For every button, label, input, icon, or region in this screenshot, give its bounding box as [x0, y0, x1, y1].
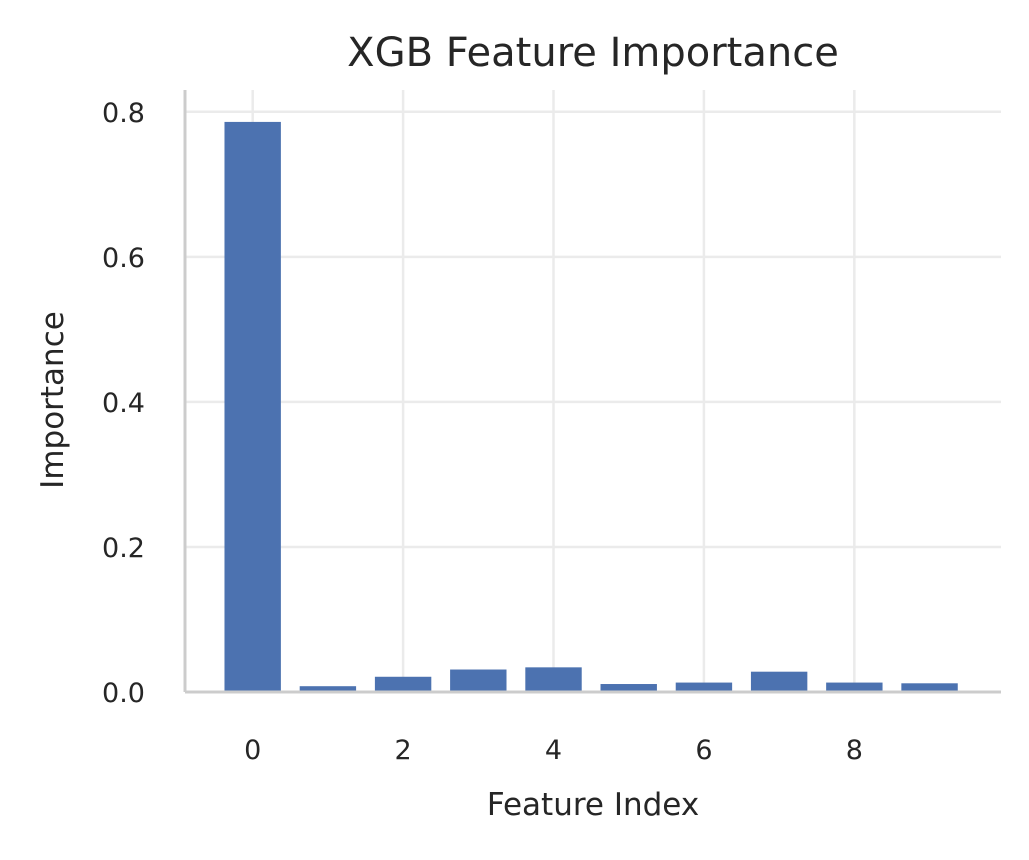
y-tick-label: 0.2: [102, 533, 145, 564]
x-tick-label: 4: [545, 735, 562, 766]
x-tick-label: 6: [695, 735, 712, 766]
grid-lines: [185, 90, 1001, 694]
x-tick-label: 0: [244, 735, 261, 766]
axes-spines: [183, 90, 1001, 694]
bar-feature-6: [675, 682, 733, 692]
bar-feature-1: [299, 686, 357, 692]
bar-feature-5: [600, 684, 657, 692]
bar-feature-2: [374, 676, 432, 692]
y-tick-label: 0.4: [102, 388, 145, 419]
x-axis-ticks: 0 2 4 6 8: [244, 735, 863, 766]
bar-feature-7: [750, 671, 808, 692]
y-tick-label: 0.0: [102, 678, 145, 709]
bars: [224, 121, 958, 692]
bar-feature-0: [224, 121, 281, 692]
y-tick-label: 0.6: [102, 243, 145, 274]
chart-title: XGB Feature Importance: [347, 30, 839, 76]
bar-feature-8: [826, 682, 883, 692]
x-tick-label: 2: [395, 735, 412, 766]
x-tick-label: 8: [846, 735, 863, 766]
bar-feature-3: [450, 669, 507, 692]
y-axis-label: Importance: [35, 311, 71, 489]
y-tick-label: 0.8: [102, 98, 145, 129]
bar-feature-4: [525, 667, 582, 692]
x-axis-label: Feature Index: [487, 787, 699, 823]
bar-feature-9: [901, 683, 958, 692]
y-axis-ticks: 0.0 0.2 0.4 0.6 0.8: [102, 98, 145, 709]
